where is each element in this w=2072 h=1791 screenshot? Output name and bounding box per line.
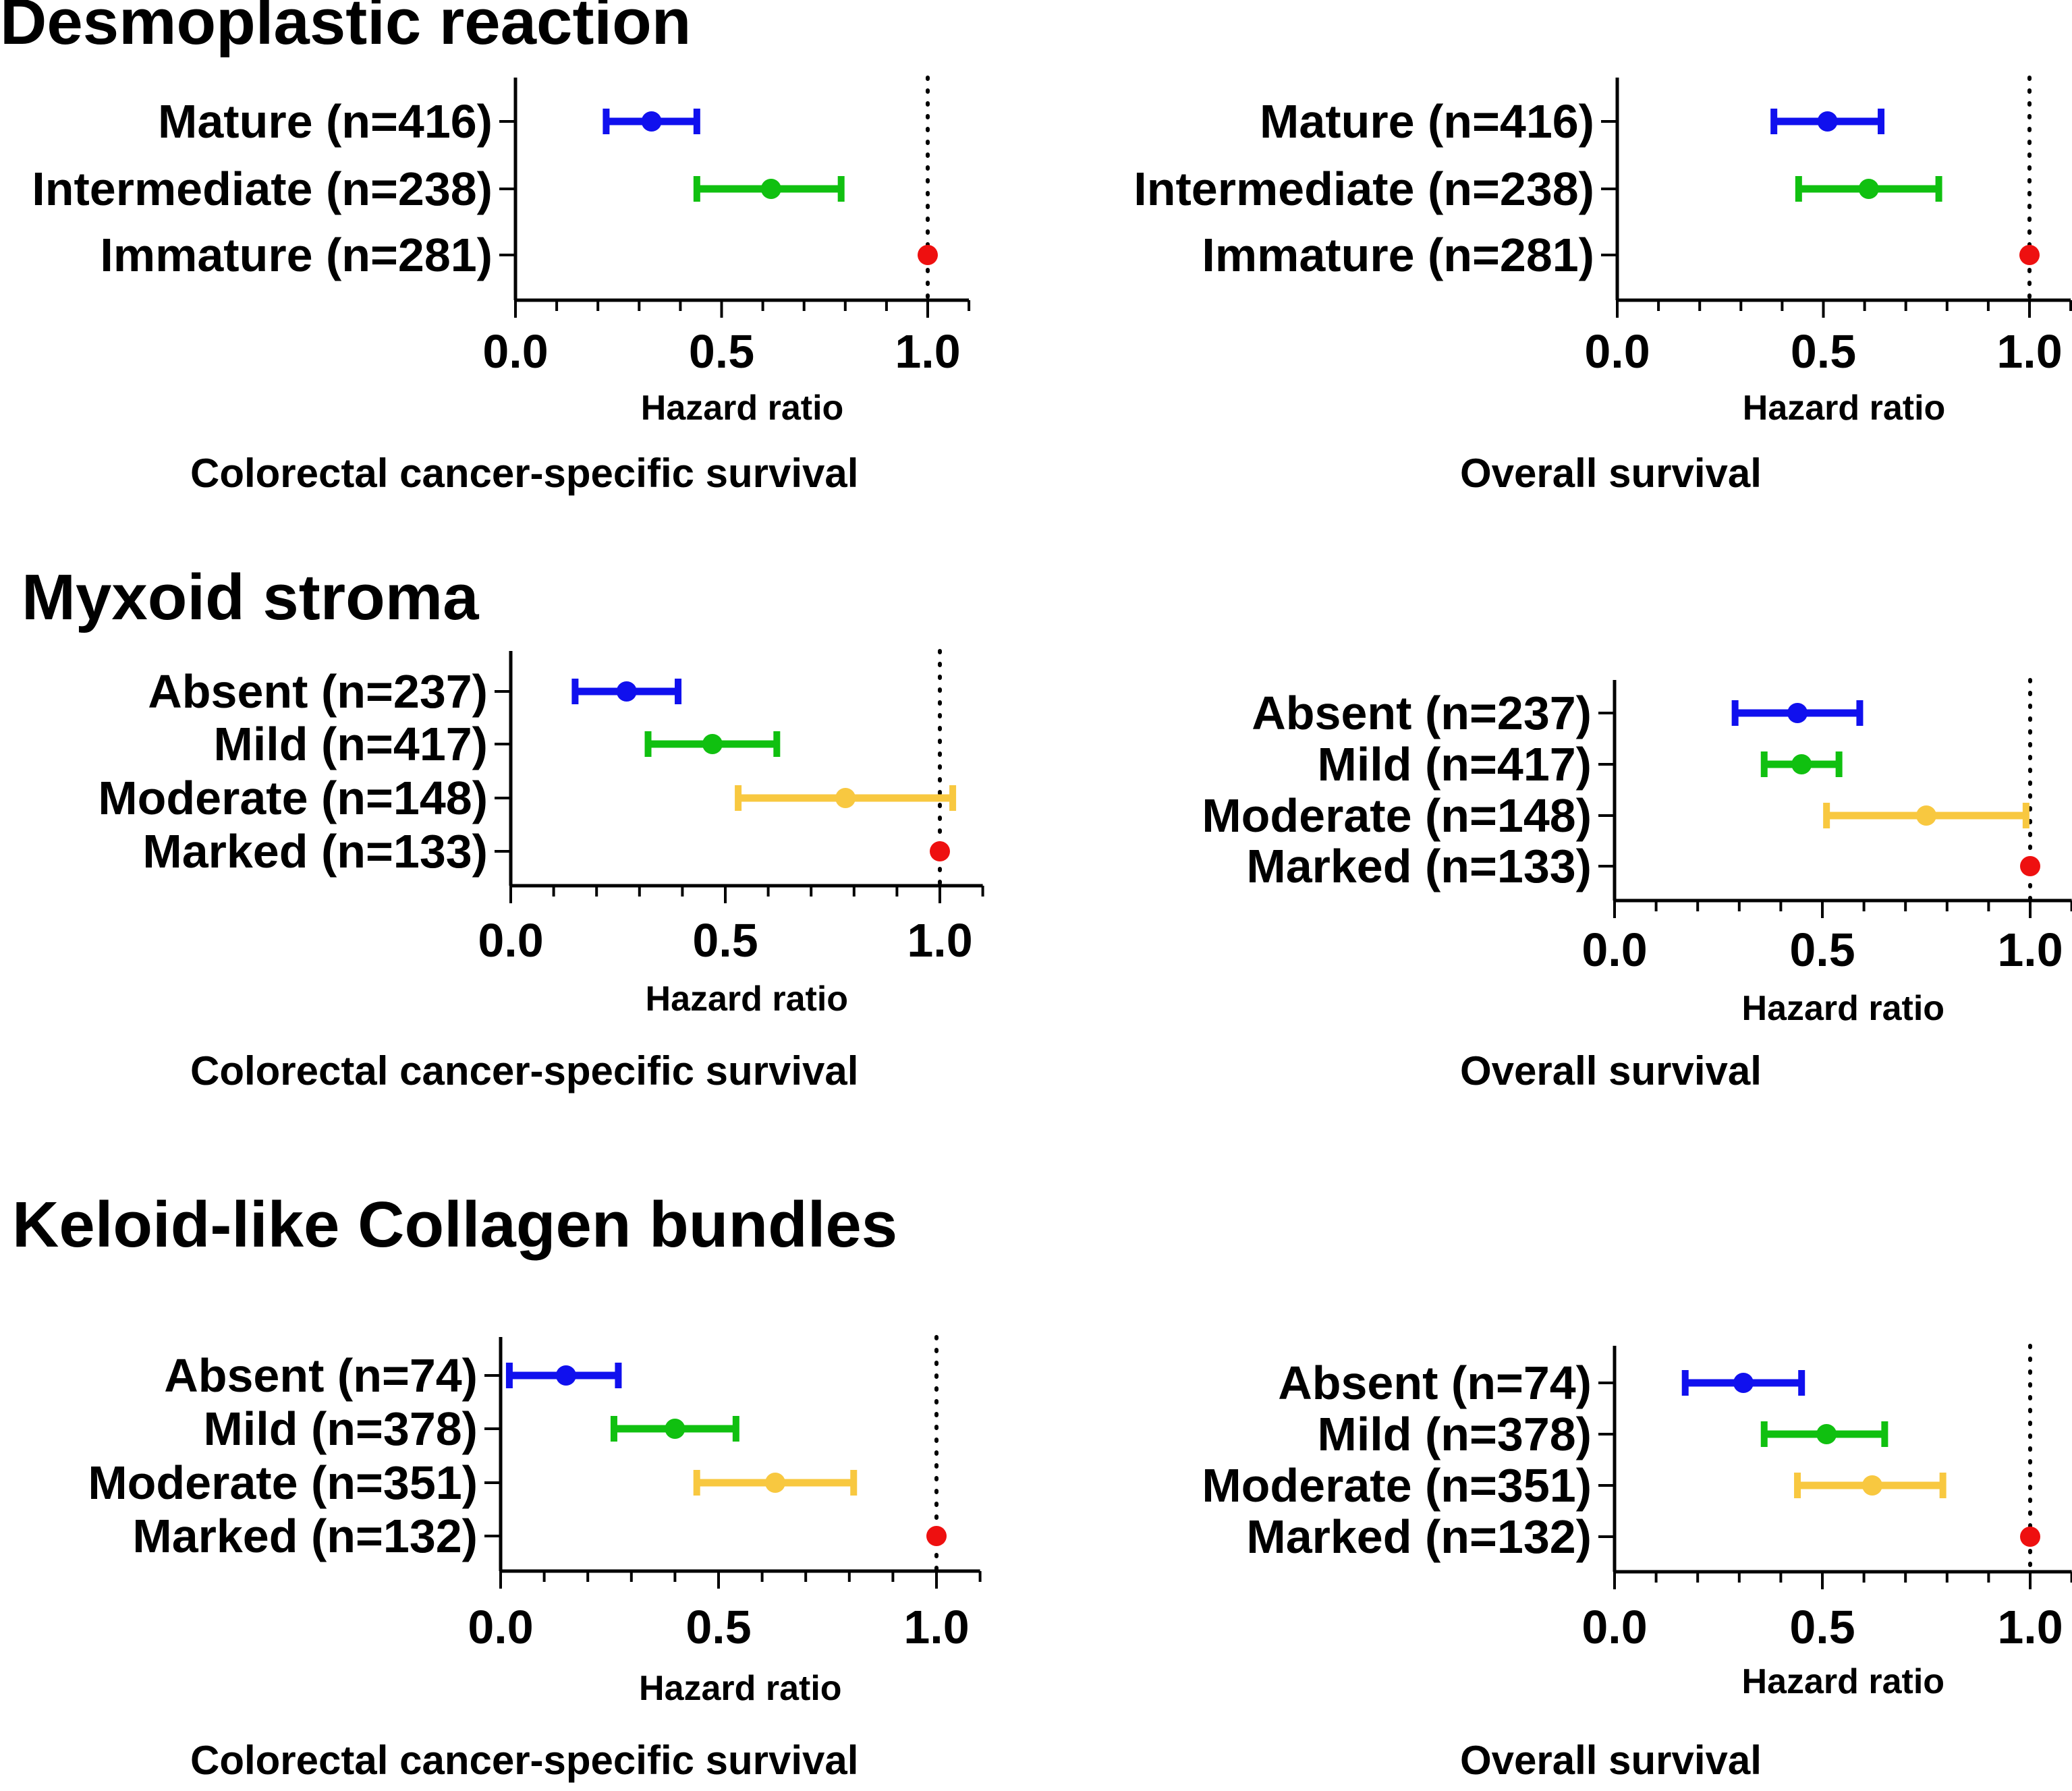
hazard-ratio-point — [2020, 856, 2040, 876]
x-tick-label: 0.5 — [685, 1601, 751, 1653]
chart-title: Colorectal cancer-specific survival — [190, 1738, 858, 1783]
hazard-ratio-point — [1787, 703, 1808, 723]
category-label: Moderate (n=351) — [88, 1456, 478, 1509]
hazard-ratio-point — [1858, 179, 1879, 199]
category-label: Mild (n=417) — [1318, 738, 1592, 791]
x-axis-label: Hazard ratio — [1742, 989, 1945, 1028]
x-tick-label: 0.5 — [689, 325, 754, 378]
hazard-ratio-point — [835, 788, 856, 808]
hazard-ratio-point — [760, 179, 781, 199]
x-tick-label: 1.0 — [895, 325, 960, 378]
x-axis-label: Hazard ratio — [639, 1669, 842, 1708]
chart-title: Overall survival — [1460, 1048, 1762, 1093]
category-label: Absent (n=74) — [164, 1349, 478, 1402]
x-tick-label: 0.0 — [1581, 923, 1647, 976]
hazard-ratio-point — [555, 1365, 576, 1386]
hazard-ratio-point — [1733, 1373, 1754, 1393]
category-label: Intermediate (n=238) — [32, 163, 493, 215]
hazard-ratio-point — [665, 1419, 685, 1439]
x-axis-label: Hazard ratio — [646, 979, 849, 1019]
hazard-ratio-point — [1817, 111, 1838, 132]
x-tick-label: 1.0 — [907, 914, 972, 967]
category-label: Mature (n=416) — [1260, 95, 1594, 148]
x-tick-label: 1.0 — [1997, 923, 2063, 976]
category-label: Marked (n=132) — [132, 1510, 478, 1562]
chart-title: Colorectal cancer-specific survival — [190, 1048, 858, 1093]
category-label: Absent (n=74) — [1278, 1357, 1592, 1409]
category-label: Absent (n=237) — [1252, 687, 1592, 739]
hazard-ratio-point — [2020, 1527, 2040, 1547]
category-label: Mild (n=378) — [1318, 1408, 1592, 1460]
hazard-ratio-point — [1791, 754, 1812, 774]
hazard-ratio-point — [702, 734, 723, 754]
hazard-ratio-point — [918, 245, 938, 265]
hazard-ratio-point — [2019, 245, 2040, 265]
chart-title: Overall survival — [1460, 451, 1762, 496]
x-axis-label: Hazard ratio — [1742, 1662, 1945, 1701]
hazard-ratio-point — [616, 681, 637, 702]
section-title: Myxoid stroma — [22, 561, 479, 633]
x-tick-label: 1.0 — [1996, 325, 2062, 378]
category-label: Intermediate (n=238) — [1133, 163, 1594, 215]
x-tick-label: 0.5 — [1789, 1601, 1855, 1653]
category-label: Immature (n=281) — [1202, 229, 1594, 281]
chart-title: Colorectal cancer-specific survival — [190, 451, 858, 496]
category-label: Moderate (n=148) — [1202, 789, 1592, 842]
x-tick-label: 0.0 — [482, 325, 548, 378]
x-tick-label: 0.0 — [478, 914, 543, 967]
x-tick-label: 0.0 — [1584, 325, 1650, 378]
hazard-ratio-point — [930, 841, 950, 861]
x-tick-label: 0.5 — [692, 914, 758, 967]
category-label: Mature (n=416) — [158, 95, 493, 148]
hazard-ratio-point — [1816, 1424, 1837, 1444]
category-label: Immature (n=281) — [100, 229, 493, 281]
category-label: Absent (n=237) — [148, 665, 488, 718]
category-label: Marked (n=132) — [1246, 1510, 1592, 1563]
hazard-ratio-point — [764, 1473, 785, 1493]
x-tick-label: 0.5 — [1789, 923, 1855, 976]
x-tick-label: 0.5 — [1791, 325, 1856, 378]
section-title: Keloid-like Collagen bundles — [12, 1189, 897, 1261]
x-tick-label: 0.0 — [1581, 1601, 1647, 1653]
category-label: Mild (n=417) — [214, 718, 488, 770]
x-tick-label: 1.0 — [1997, 1601, 2063, 1653]
chart-title: Overall survival — [1460, 1738, 1762, 1783]
x-tick-label: 0.0 — [468, 1601, 533, 1653]
x-tick-label: 1.0 — [903, 1601, 969, 1653]
hazard-ratio-point — [1916, 805, 1936, 826]
section-title: Desmoplastic reaction — [0, 0, 691, 58]
hazard-ratio-point — [1861, 1475, 1882, 1496]
category-label: Marked (n=133) — [1246, 840, 1592, 892]
hazard-ratio-point — [926, 1526, 947, 1546]
hazard-ratio-point — [641, 111, 662, 132]
category-label: Moderate (n=148) — [98, 772, 488, 824]
x-axis-label: Hazard ratio — [1743, 389, 1946, 428]
category-label: Mild (n=378) — [204, 1402, 478, 1455]
category-label: Moderate (n=351) — [1202, 1459, 1592, 1512]
category-label: Marked (n=133) — [142, 825, 488, 878]
x-axis-label: Hazard ratio — [641, 389, 844, 428]
